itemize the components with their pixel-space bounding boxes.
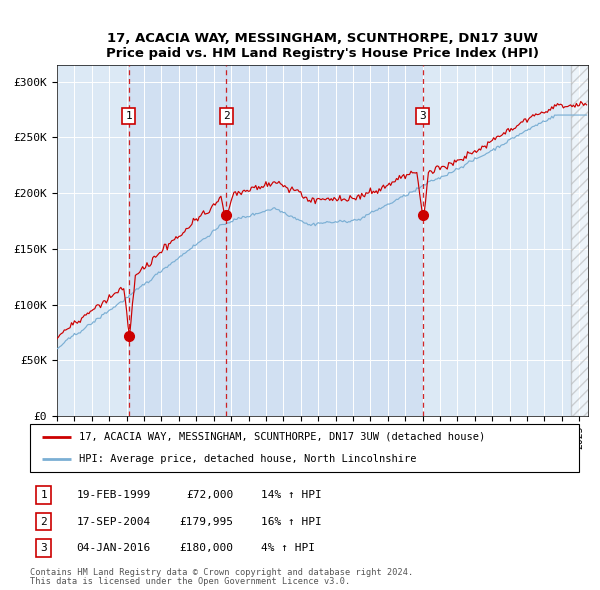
Text: 17-SEP-2004: 17-SEP-2004 bbox=[77, 517, 151, 526]
Text: 14% ↑ HPI: 14% ↑ HPI bbox=[260, 490, 322, 500]
Text: £179,995: £179,995 bbox=[179, 517, 233, 526]
Text: 3: 3 bbox=[419, 111, 426, 121]
Text: 19-FEB-1999: 19-FEB-1999 bbox=[77, 490, 151, 500]
Text: 3: 3 bbox=[40, 543, 47, 553]
Text: HPI: Average price, detached house, North Lincolnshire: HPI: Average price, detached house, Nort… bbox=[79, 454, 417, 464]
Text: 1: 1 bbox=[40, 490, 47, 500]
Bar bbox=[129, 65, 226, 416]
Text: 2: 2 bbox=[223, 111, 229, 121]
Text: 1: 1 bbox=[125, 111, 132, 121]
Text: £180,000: £180,000 bbox=[179, 543, 233, 553]
Bar bbox=[226, 65, 423, 416]
FancyBboxPatch shape bbox=[30, 424, 579, 472]
Title: 17, ACACIA WAY, MESSINGHAM, SCUNTHORPE, DN17 3UW
Price paid vs. HM Land Registry: 17, ACACIA WAY, MESSINGHAM, SCUNTHORPE, … bbox=[106, 32, 539, 60]
Bar bbox=[571, 65, 597, 416]
Text: This data is licensed under the Open Government Licence v3.0.: This data is licensed under the Open Gov… bbox=[30, 577, 350, 586]
Text: 4% ↑ HPI: 4% ↑ HPI bbox=[260, 543, 314, 553]
Text: 04-JAN-2016: 04-JAN-2016 bbox=[77, 543, 151, 553]
Text: £72,000: £72,000 bbox=[186, 490, 233, 500]
Text: 2: 2 bbox=[40, 517, 47, 526]
Text: 16% ↑ HPI: 16% ↑ HPI bbox=[260, 517, 322, 526]
Text: 17, ACACIA WAY, MESSINGHAM, SCUNTHORPE, DN17 3UW (detached house): 17, ACACIA WAY, MESSINGHAM, SCUNTHORPE, … bbox=[79, 432, 485, 442]
Text: Contains HM Land Registry data © Crown copyright and database right 2024.: Contains HM Land Registry data © Crown c… bbox=[30, 568, 413, 576]
